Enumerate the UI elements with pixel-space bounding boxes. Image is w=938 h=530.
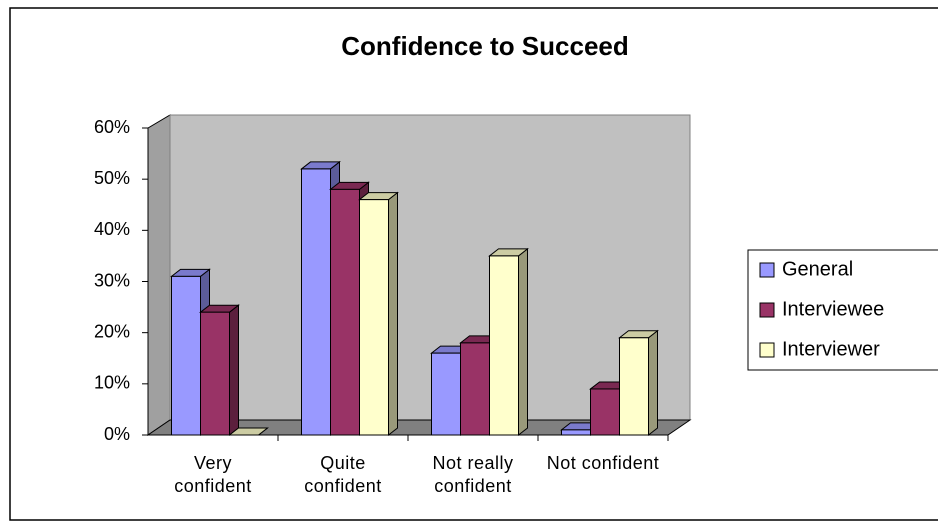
legend-label: General bbox=[782, 258, 853, 280]
y-tick-label: 60% bbox=[94, 117, 130, 137]
legend-label: Interviewer bbox=[782, 338, 880, 360]
bar bbox=[460, 342, 490, 436]
bar bbox=[359, 199, 389, 436]
bar bbox=[171, 275, 201, 436]
legend-label: Interviewee bbox=[782, 298, 884, 320]
bar bbox=[590, 388, 620, 436]
bar bbox=[561, 429, 591, 436]
x-tick-label: Quite confident bbox=[304, 453, 382, 496]
x-tick-label: Very confident bbox=[174, 453, 252, 496]
bar-side bbox=[229, 304, 239, 437]
y-tick-label: 30% bbox=[94, 270, 130, 290]
legend-swatch bbox=[759, 302, 775, 318]
bar bbox=[200, 311, 230, 436]
y-tick-label: 50% bbox=[94, 168, 130, 188]
y-tick-label: 20% bbox=[94, 321, 130, 341]
bar bbox=[431, 352, 461, 436]
legend-swatch bbox=[759, 262, 775, 278]
bar bbox=[330, 188, 360, 436]
legend bbox=[747, 249, 938, 371]
y-tick-label: 40% bbox=[94, 219, 130, 239]
y-tick-label: 0% bbox=[104, 424, 130, 444]
bar bbox=[301, 168, 331, 436]
bar-side bbox=[648, 329, 658, 437]
x-tick-label: Not really confident bbox=[432, 453, 514, 496]
bar-side bbox=[518, 247, 528, 437]
bar bbox=[619, 337, 649, 436]
legend-swatch bbox=[759, 342, 775, 358]
back-wall bbox=[169, 114, 691, 421]
bar bbox=[489, 255, 519, 436]
x-tick-label: Not confident bbox=[546, 453, 660, 473]
bar-side bbox=[388, 191, 398, 437]
chart-title: Confidence to Succeed bbox=[341, 31, 629, 61]
y-tick-label: 10% bbox=[94, 373, 130, 393]
bar-top bbox=[228, 427, 269, 436]
side-wall bbox=[147, 114, 171, 436]
